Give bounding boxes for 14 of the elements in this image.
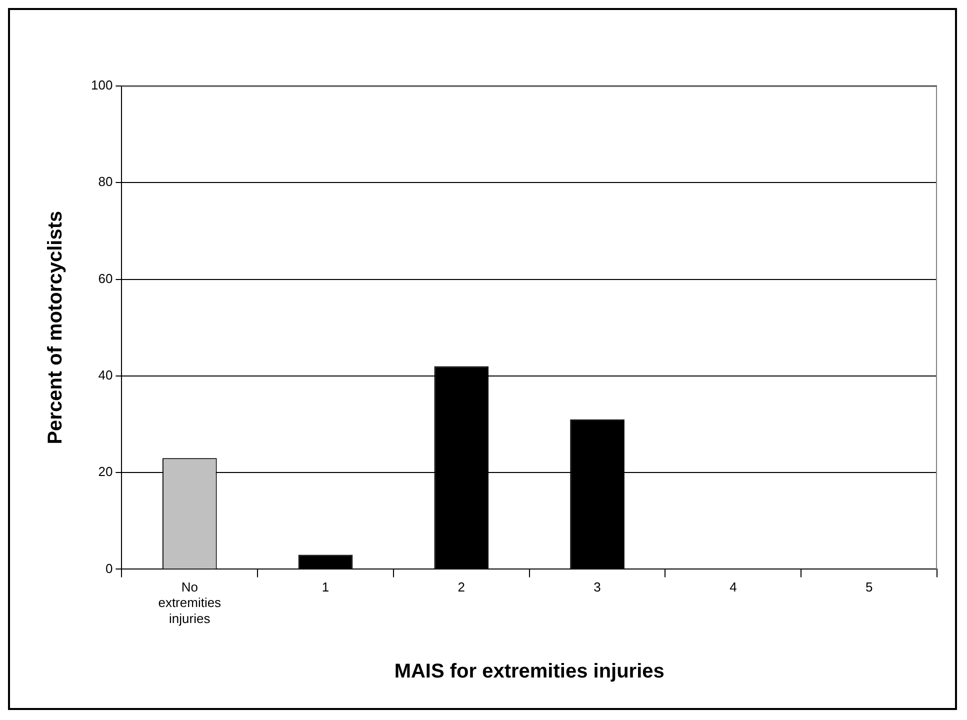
x-tick-label: No extremities injuries [158, 580, 222, 626]
y-tick-label: 0 [105, 560, 113, 576]
y-tick-label: 40 [98, 368, 113, 382]
x-tick-label: 5 [865, 580, 873, 595]
y-axis-title: Percent of motorcyclists [44, 210, 67, 444]
x-tick-label: 2 [458, 580, 466, 595]
y-tick-label: 20 [98, 464, 113, 480]
x-tick-label: 4 [730, 580, 737, 595]
y-tick-label: 60 [98, 270, 113, 286]
x-tick-label: 1 [322, 580, 330, 595]
x-axis-title: MAIS for extremities injuries [394, 660, 664, 683]
y-tick-label: 80 [98, 174, 113, 190]
y-tick-label: 100 [90, 78, 113, 93]
x-tick-label: 3 [594, 580, 601, 595]
